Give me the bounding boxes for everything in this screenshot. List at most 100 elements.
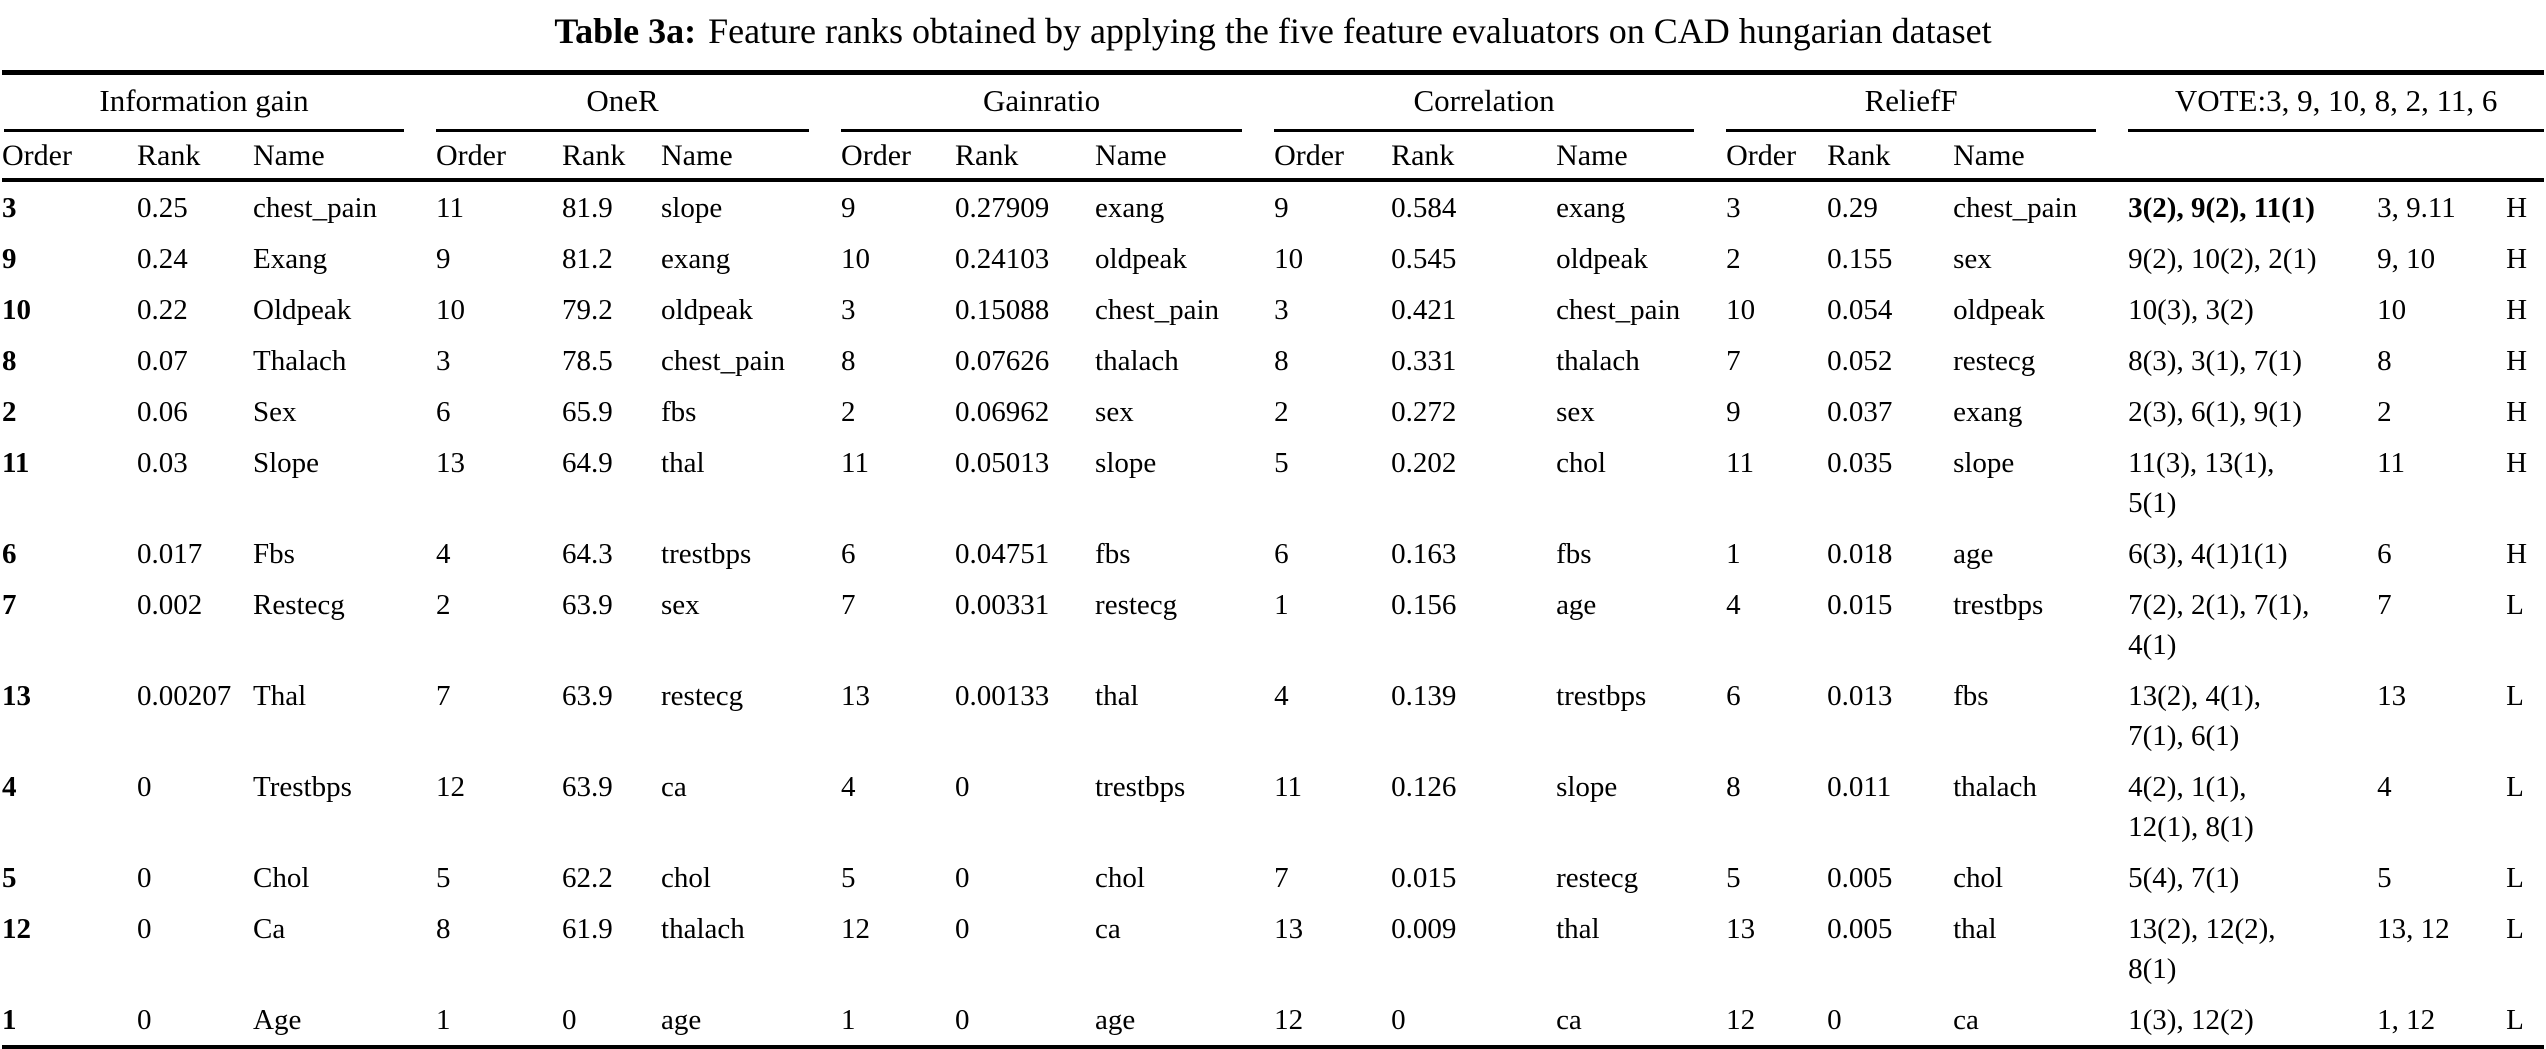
name-cell: restecg xyxy=(1556,862,1639,894)
name-cell: Ca xyxy=(253,913,286,945)
vote-selected-cell: 10 xyxy=(2377,294,2407,326)
order-cell: 8 xyxy=(2,345,17,377)
name-cell: age xyxy=(661,1004,702,1036)
order-cell: 3 xyxy=(841,294,856,326)
order-cell: 6 xyxy=(436,396,451,428)
vote-votes-cell: 7(2), 2(1), 7(1), 4(1) xyxy=(2128,589,2310,661)
vote-votes-cell: 10(3), 3(2) xyxy=(2128,294,2254,326)
order-cell: 10 xyxy=(436,294,466,326)
rank-cell: 0.202 xyxy=(1391,447,1457,479)
rank-cell: 0 xyxy=(955,1004,970,1036)
subheader-row: Order Rank Name Order Rank Name Order Ra… xyxy=(2,132,2545,182)
name-cell: age xyxy=(1556,589,1597,621)
order-cell: 10 xyxy=(2,294,31,326)
order-cell: 12 xyxy=(1726,1004,1756,1036)
order-cell: 5 xyxy=(2,862,17,894)
rank-cell: 0 xyxy=(137,771,152,803)
rank-cell: 0.06962 xyxy=(955,396,1050,428)
order-cell: 1 xyxy=(841,1004,856,1036)
name-cell: chol xyxy=(1556,447,1606,479)
group-header-label: Information gain xyxy=(4,75,405,132)
vote-votes-cell: 9(2), 10(2), 2(1) xyxy=(2128,243,2317,275)
vote-votes-cell: 3(2), 9(2), 11(1) xyxy=(2128,192,2315,224)
order-cell: 7 xyxy=(2,589,17,621)
order-cell: 13 xyxy=(1726,913,1756,945)
vote-class-cell: L xyxy=(2506,913,2524,945)
order-cell: 13 xyxy=(2,680,31,712)
rank-cell: 0.156 xyxy=(1391,589,1457,621)
rank-cell: 0 xyxy=(137,1004,152,1036)
name-cell: chol xyxy=(1953,862,2004,894)
order-cell: 3 xyxy=(2,192,17,224)
rank-cell: 0.052 xyxy=(1827,345,1893,377)
order-cell: 11 xyxy=(841,447,869,479)
rank-cell: 0.00207 xyxy=(137,680,232,712)
order-cell: 2 xyxy=(1274,396,1289,428)
name-cell: thal xyxy=(1556,913,1600,945)
name-cell: chest_pain xyxy=(1556,294,1681,326)
name-cell: oldpeak xyxy=(1556,243,1648,275)
vote-class-cell: H xyxy=(2506,243,2528,275)
name-cell: Trestbps xyxy=(253,771,352,803)
group-header-correlation: Correlation xyxy=(1274,73,1726,132)
name-cell: sex xyxy=(1556,396,1595,428)
name-cell: Thal xyxy=(253,680,307,712)
table-row: 3 0.25 chest_pain 11 81.9 slope 9 0.2790… xyxy=(2,180,2544,233)
rank-cell: 0 xyxy=(137,913,152,945)
order-cell: 12 xyxy=(2,913,31,945)
name-cell: oldpeak xyxy=(1953,294,2045,326)
subheader-order: Order xyxy=(841,132,956,182)
vote-selected-cell: 6 xyxy=(2377,538,2392,570)
rank-cell: 0 xyxy=(1827,1004,1842,1036)
rank-cell: 0.331 xyxy=(1391,345,1457,377)
rank-cell: 0.27909 xyxy=(955,192,1050,224)
order-cell: 11 xyxy=(1726,447,1755,479)
group-header-label: VOTE:3, 9, 10, 8, 2, 11, 6 xyxy=(2128,75,2545,132)
name-cell: slope xyxy=(1556,771,1618,803)
rank-cell: 78.5 xyxy=(562,345,613,377)
group-header-label: ReliefF xyxy=(1726,75,2097,132)
table-caption-label: Table 3a: xyxy=(554,11,697,51)
name-cell: chest_pain xyxy=(1953,192,2078,224)
vote-selected-cell: 7 xyxy=(2377,589,2392,621)
rank-cell: 79.2 xyxy=(562,294,613,326)
name-cell: restecg xyxy=(1953,345,2036,377)
table-row: 1 0 Age 1 0 age 1 0 age 12 0 ca 12 0 ca … xyxy=(2,994,2544,1048)
name-cell: Thalach xyxy=(253,345,347,377)
order-cell: 9 xyxy=(436,243,451,275)
subheader-empty xyxy=(2128,132,2378,182)
table-row: 13 0.00207 Thal 7 63.9 restecg 13 0.0013… xyxy=(2,670,2544,761)
vote-votes-cell: 1(3), 12(2) xyxy=(2128,1004,2254,1036)
name-cell: chest_pain xyxy=(253,192,378,224)
order-cell: 7 xyxy=(1274,862,1289,894)
table-row: 4 0 Trestbps 12 63.9 ca 4 0 trestbps 11 … xyxy=(2,761,2544,852)
order-cell: 8 xyxy=(436,913,451,945)
name-cell: Chol xyxy=(253,862,310,894)
subheader-name: Name xyxy=(253,132,437,182)
name-cell: Exang xyxy=(253,243,328,275)
name-cell: Slope xyxy=(253,447,320,479)
order-cell: 9 xyxy=(841,192,856,224)
order-cell: 2 xyxy=(2,396,17,428)
order-cell: 7 xyxy=(841,589,856,621)
name-cell: thalach xyxy=(1556,345,1640,377)
order-cell: 9 xyxy=(1274,192,1289,224)
name-cell: restecg xyxy=(1095,589,1178,621)
vote-class-cell: L xyxy=(2506,589,2524,621)
order-cell: 11 xyxy=(2,447,30,479)
vote-selected-cell: 11 xyxy=(2377,447,2406,479)
rank-cell: 0.054 xyxy=(1827,294,1893,326)
order-cell: 10 xyxy=(1274,243,1304,275)
vote-selected-cell: 13 xyxy=(2377,680,2407,712)
rank-cell: 0.126 xyxy=(1391,771,1457,803)
order-cell: 9 xyxy=(1726,396,1741,428)
subheader-empty xyxy=(2506,132,2545,182)
rank-cell: 64.3 xyxy=(562,538,613,570)
group-header-information-gain: Information gain xyxy=(2,73,436,132)
rank-cell: 0.272 xyxy=(1391,396,1457,428)
name-cell: exang xyxy=(1953,396,2023,428)
vote-class-cell: H xyxy=(2506,294,2528,326)
vote-class-cell: H xyxy=(2506,345,2528,377)
vote-selected-cell: 1, 12 xyxy=(2377,1004,2436,1036)
table-row: 5 0 Chol 5 62.2 chol 5 0 chol 7 0.015 re… xyxy=(2,852,2544,903)
